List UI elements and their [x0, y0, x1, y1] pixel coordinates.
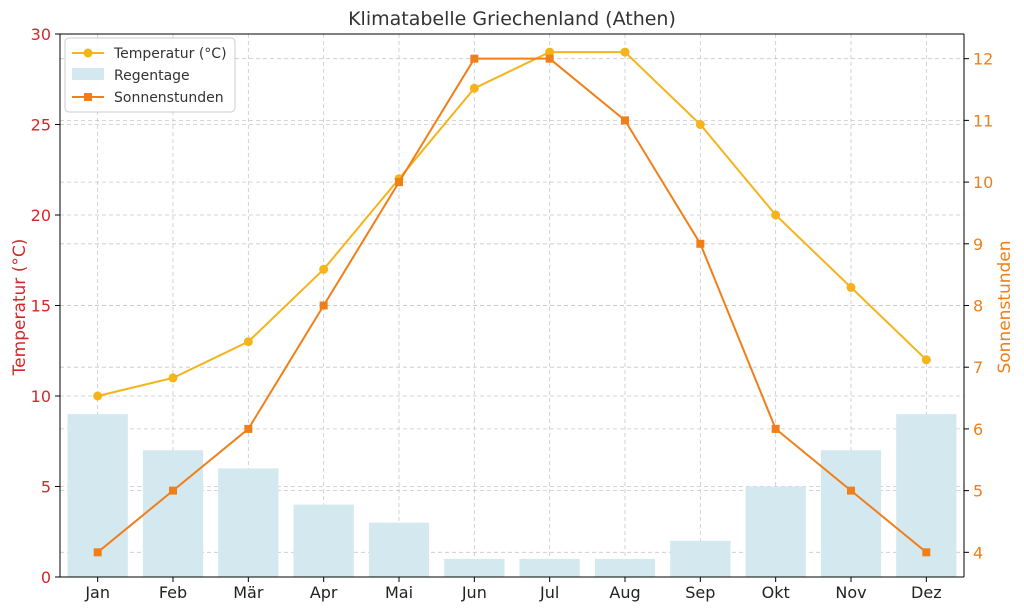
line-layer [93, 47, 931, 557]
bar-regentage-9 [745, 486, 806, 577]
point-sonnenstunden-9 [771, 424, 780, 433]
tick-label-x-1: Feb [159, 583, 187, 602]
legend: Temperatur (°C) Regentage Sonnenstunden [64, 37, 236, 113]
point-temperatur-9 [771, 210, 781, 220]
legend-rain-swatch [72, 68, 104, 80]
tick-label-x-3: Apr [310, 583, 338, 602]
point-temperatur-1 [168, 373, 178, 383]
tick-label-left-0: 0 [41, 568, 51, 587]
bar-regentage-7 [594, 558, 656, 577]
tick-label-x-9: Okt [762, 583, 790, 602]
tick-label-left-1: 5 [41, 478, 51, 497]
tick-label-x-7: Aug [609, 583, 640, 602]
legend-sun-label: Sonnenstunden [114, 90, 224, 106]
tick-label-x-10: Nov [835, 583, 866, 602]
y-axis-label-right: Sonnenstunden [995, 240, 1015, 373]
point-sonnenstunden-10 [847, 486, 855, 495]
bar-regentage-6 [519, 558, 580, 577]
point-sonnenstunden-11 [922, 548, 931, 557]
tick-label-x-4: Mai [385, 583, 413, 602]
axis-layer: 0 5 10 15 20 25 30 4 5 6 7 8 9 10 11 12 Jan Feb Mär Apr Mai J… [31, 25, 994, 602]
bar-regentage-10 [820, 450, 882, 577]
bar-regentage-5 [444, 558, 505, 577]
line-temperatur [97, 51, 928, 397]
tick-label-right-6: 10 [973, 173, 993, 192]
point-temperatur-10 [846, 282, 856, 292]
tick-label-x-6: Jul [539, 583, 559, 602]
legend-rain-label: Regentage [114, 68, 190, 84]
point-temperatur-11 [921, 355, 931, 365]
point-sonnenstunden-6 [545, 54, 554, 63]
point-temperatur-0 [93, 391, 103, 401]
tick-label-x-8: Sep [685, 583, 715, 602]
tick-label-x-5: Jun [461, 583, 487, 602]
line-sonnenstunden [97, 57, 927, 554]
tick-label-x-0: Jan [84, 583, 110, 602]
tick-label-left-2: 10 [31, 387, 51, 406]
tick-label-right-2: 6 [973, 420, 983, 439]
tick-label-left-4: 20 [31, 206, 51, 225]
tick-label-right-7: 11 [973, 111, 993, 130]
tick-label-right-1: 5 [973, 482, 983, 501]
tick-label-right-0: 4 [973, 543, 983, 562]
point-temperatur-6 [545, 47, 555, 57]
point-temperatur-3 [319, 264, 329, 274]
tick-label-left-6: 30 [31, 25, 51, 44]
tick-label-x-11: Dez [911, 583, 942, 602]
point-temperatur-8 [695, 120, 705, 129]
tick-label-right-4: 8 [973, 297, 983, 316]
tick-label-right-5: 9 [973, 235, 983, 254]
point-sonnenstunden-8 [696, 239, 705, 248]
tick-label-right-8: 12 [973, 50, 993, 69]
bar-regentage-3 [293, 504, 354, 577]
point-sonnenstunden-5 [470, 54, 479, 63]
point-sonnenstunden-1 [169, 486, 177, 495]
point-sonnenstunden-7 [621, 116, 629, 125]
tick-label-x-2: Mär [233, 583, 264, 602]
bar-regentage-8 [670, 540, 731, 577]
point-temperatur-7 [620, 47, 630, 57]
point-temperatur-5 [469, 83, 479, 93]
legend-temperature-label: Temperatur (°C) [113, 46, 227, 62]
bar-regentage-1 [142, 450, 204, 577]
point-sonnenstunden-3 [319, 301, 328, 310]
chart-title: Klimatabelle Griechenland (Athen) [348, 8, 676, 30]
tick-label-right-3: 7 [973, 358, 983, 377]
bar-regentage-2 [218, 468, 279, 577]
legend-sun-marker [84, 93, 92, 101]
point-sonnenstunden-0 [93, 548, 102, 557]
y-axis-label-left: Temperatur (°C) [10, 239, 30, 377]
legend-frame [64, 37, 236, 113]
point-sonnenstunden-2 [244, 424, 253, 433]
tick-label-left-5: 25 [31, 116, 51, 135]
point-temperatur-2 [243, 337, 253, 347]
bar-regentage-4 [368, 522, 430, 577]
legend-temperature-marker [83, 48, 93, 58]
point-sonnenstunden-4 [395, 178, 403, 187]
tick-label-left-3: 15 [31, 297, 51, 316]
